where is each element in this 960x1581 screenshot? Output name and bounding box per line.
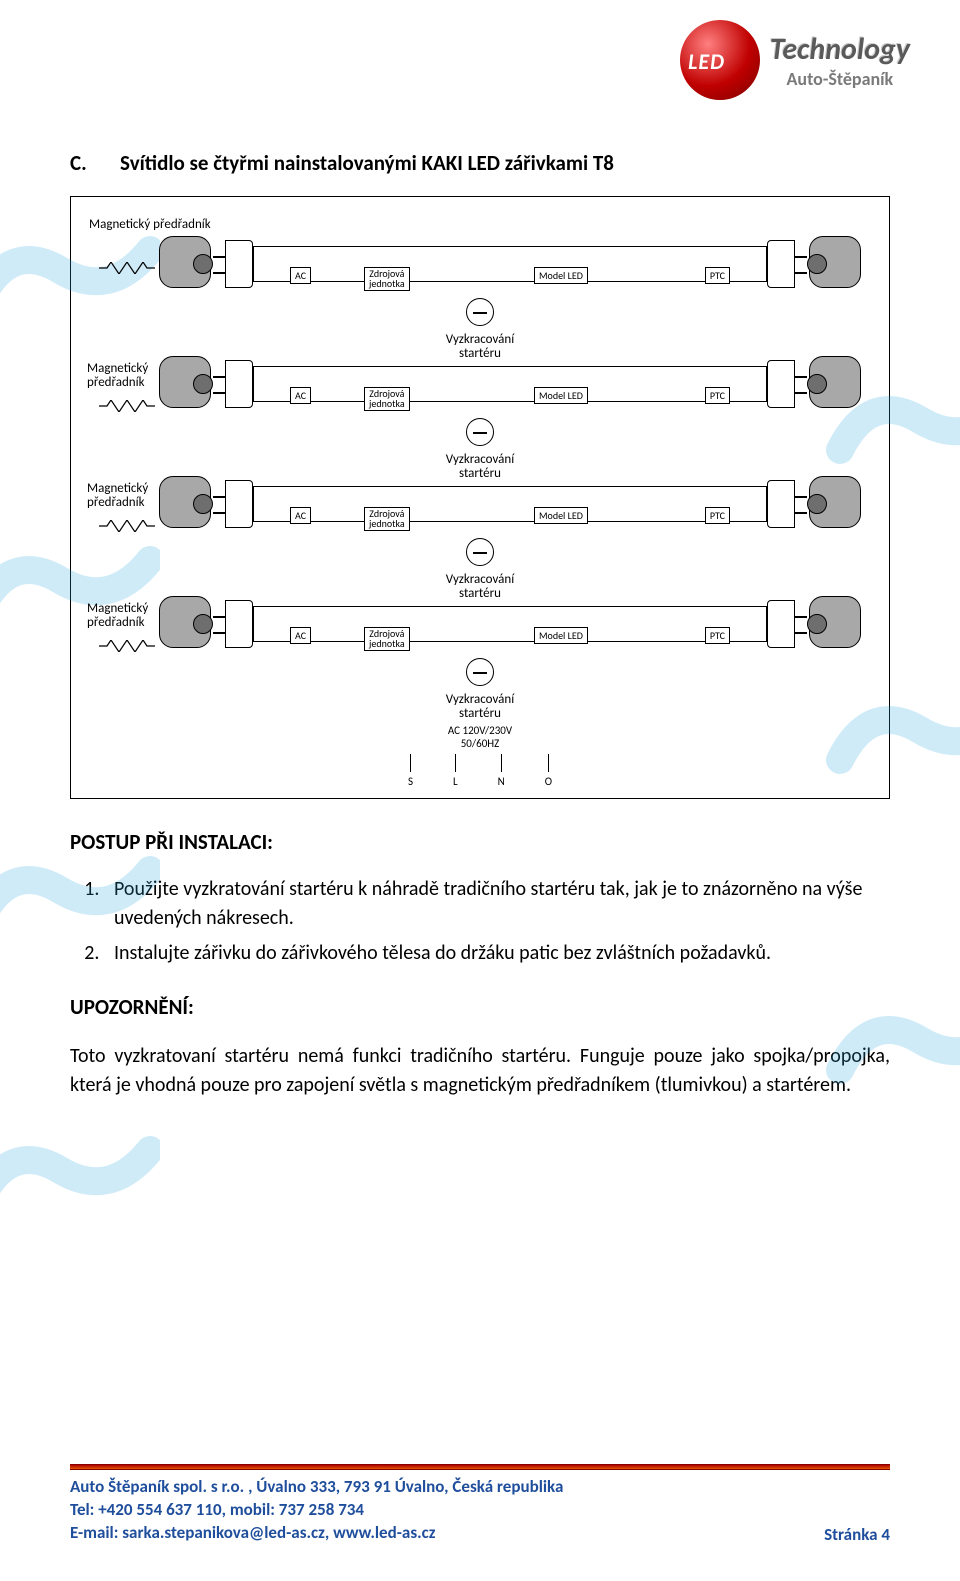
terminal-s: S [408, 775, 413, 788]
page-footer: Auto Štěpaník spol. s r.o. , Úvalno 333,… [70, 1464, 890, 1545]
tube-body: AC Zdrojová jednotka Model LED PTC [253, 366, 767, 402]
page-number: Stránka 4 [824, 1524, 890, 1545]
socket-left [159, 596, 211, 648]
socket-right [809, 236, 861, 288]
tube-body: AC Zdrojová jednotka Model LED PTC [253, 246, 767, 282]
ballast-label: Magnetický předřadník [87, 602, 148, 631]
ac-label: AC [290, 627, 311, 644]
led-tube: AC Zdrojová jednotka Model LED PTC [225, 596, 795, 652]
ptc-label: PTC [705, 267, 730, 284]
led-tube: AC Zdrojová jednotka Model LED PTC [225, 356, 795, 412]
zj-label: Zdrojová jednotka [364, 387, 410, 411]
terminal-n: N [498, 775, 505, 788]
tube-cap [767, 360, 795, 408]
heading-text: Svítidlo se čtyřmi nainstalovanými KAKI … [120, 150, 614, 176]
ac-label: AC [290, 267, 311, 284]
socket-right [809, 476, 861, 528]
tube-cap [767, 240, 795, 288]
zj-label: Zdrojová jednotka [364, 267, 410, 291]
watermark [0, 1130, 160, 1220]
minus-icon [466, 538, 494, 566]
minus-label: Vyzkracování startéru [89, 693, 871, 722]
led-tube: AC Zdrojová jednotka Model LED PTC [225, 236, 795, 292]
resistor-icon [99, 518, 155, 530]
logo-ball-text: LED [688, 48, 725, 75]
logo-tech-text: Technology [770, 31, 910, 68]
tube-cap [225, 480, 253, 528]
starter-short: Vyzkracování startéru [89, 538, 871, 602]
ac-label: AC [290, 507, 311, 524]
tube-row: Magnetický předřadník AC Zdrojová jednot… [89, 356, 871, 476]
zj-label: Zdrojová jednotka [364, 627, 410, 651]
socket-right [809, 596, 861, 648]
footer-bar [70, 1464, 890, 1470]
footer-line-2: Tel: +420 554 637 110, mobil: 737 258 73… [70, 1499, 890, 1522]
diagram-terminals: S L N O [89, 754, 871, 788]
minus-icon [466, 418, 494, 446]
zj-label: Zdrojová jednotka [364, 507, 410, 531]
diagram-power-label: AC 120V/230V 50/60HZ S L N O [89, 724, 871, 788]
tube-row: Magnetický předřadník AC Zdrojová jednot… [89, 476, 871, 596]
warning-title: UPOZORNĚNÍ: [70, 994, 890, 1020]
section-heading: C. Svítidlo se čtyřmi nainstalovanými KA… [70, 150, 890, 176]
wiring-diagram: Magnetický předřadník AC Zdrojová jednot… [70, 196, 890, 799]
minus-icon [466, 298, 494, 326]
power-text: AC 120V/230V 50/60HZ [89, 724, 871, 750]
tube-cap [225, 360, 253, 408]
warning-text: Toto vyzkratovaní startéru nemá funkci t… [70, 1042, 890, 1100]
resistor-icon [99, 260, 155, 272]
ac-label: AC [290, 387, 311, 404]
resistor-icon [99, 398, 155, 410]
tube-cap [225, 240, 253, 288]
install-title: POSTUP PŘI INSTALACI: [70, 829, 890, 855]
ml-label: Model LED [534, 507, 588, 524]
tube-body: AC Zdrojová jednotka Model LED PTC [253, 486, 767, 522]
install-step: Instalujte zářivku do zářivkového tělesa… [104, 939, 890, 968]
socket-left [159, 476, 211, 528]
resistor-icon [99, 638, 155, 650]
starter-short: Vyzkracování startéru [89, 658, 871, 722]
socket-left [159, 356, 211, 408]
install-step: Použijte vyzkratování startéru k náhradě… [104, 875, 890, 933]
terminal-l: L [453, 775, 458, 788]
socket-left [159, 236, 211, 288]
ptc-label: PTC [705, 627, 730, 644]
footer-line-3: E-mail: sarka.stepanikova@led-as.cz, www… [70, 1522, 890, 1545]
ml-label: Model LED [534, 387, 588, 404]
logo-sub-text: Auto-Štěpaník [770, 68, 910, 90]
led-tube: AC Zdrojová jednotka Model LED PTC [225, 476, 795, 532]
logo-ball-icon: LED [680, 20, 760, 100]
tube-row: AC Zdrojová jednotka Model LED PTC Vyzkr… [89, 236, 871, 356]
ptc-label: PTC [705, 507, 730, 524]
starter-short: Vyzkracování startéru [89, 418, 871, 482]
minus-icon [466, 658, 494, 686]
tube-cap [767, 600, 795, 648]
tube-cap [225, 600, 253, 648]
brand-logo: LED Technology Auto-Štěpaník [680, 20, 910, 100]
ml-label: Model LED [534, 267, 588, 284]
tube-cap [767, 480, 795, 528]
install-steps: Použijte vyzkratování startéru k náhradě… [104, 875, 890, 968]
tube-body: AC Zdrojová jednotka Model LED PTC [253, 606, 767, 642]
starter-short: Vyzkracování startéru [89, 298, 871, 362]
footer-line-1: Auto Štěpaník spol. s r.o. , Úvalno 333,… [70, 1476, 890, 1499]
heading-letter: C. [70, 150, 120, 176]
tube-row: Magnetický předřadník AC Zdrojová jednot… [89, 596, 871, 716]
socket-right [809, 356, 861, 408]
ptc-label: PTC [705, 387, 730, 404]
ballast-label: Magnetický předřadník [87, 362, 148, 391]
ml-label: Model LED [534, 627, 588, 644]
terminal-o: O [545, 775, 552, 788]
diagram-top-label: Magnetický předřadník [89, 217, 871, 232]
ballast-label: Magnetický předřadník [87, 482, 148, 511]
